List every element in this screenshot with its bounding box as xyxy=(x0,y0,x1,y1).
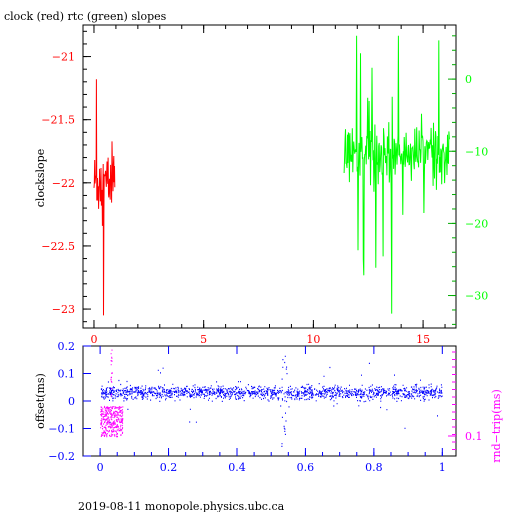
offset-left-axis: 0.2 0.1 0 −0.1 −0.2 xyxy=(48,340,91,463)
offset-panel: 0 0.2 0.4 0.6 0.8 1 0.2 0.1 0 −0.1 −0.2 0.1 offse… xyxy=(34,340,503,474)
footer-text: 2019-08-11 monopole.physics.ubc.ca xyxy=(78,500,285,512)
slopes-x-tick-label: 15 xyxy=(416,333,430,346)
slopes-x-axis: 0 5 10 15 xyxy=(90,25,446,346)
offset-x-tick-label: 0 xyxy=(97,461,104,474)
slopes-left-tick-label: −22 xyxy=(52,177,75,190)
slopes-right-tick-label: −20 xyxy=(465,217,488,230)
slopes-plot-frame xyxy=(82,24,457,329)
offset-left-tick-label: −0.2 xyxy=(48,450,75,463)
offset-x-tick-label: 0.8 xyxy=(365,461,383,474)
slopes-series xyxy=(93,35,450,316)
clock-slope-series xyxy=(93,79,116,316)
slopes-left-tick-label: −23 xyxy=(52,303,75,316)
slopes-right-tick-label: −30 xyxy=(465,290,488,303)
slopes-x-tick-label: 0 xyxy=(90,333,97,346)
slopes-left-tick-label: −21.5 xyxy=(41,114,75,127)
rnd-trip-right-axis: 0.1 xyxy=(448,351,483,450)
slopes-x-tick-label: 10 xyxy=(306,333,320,346)
chart-title: clock (red) rtc (green) slopes xyxy=(4,10,167,23)
offset-series xyxy=(100,349,443,447)
offset-left-tick-label: −0.1 xyxy=(48,423,75,436)
offset-x-tick-label: 1 xyxy=(439,461,446,474)
rnd-trip-tick-label: 0.1 xyxy=(465,430,483,443)
offset-x-tick-label: 0.6 xyxy=(297,461,315,474)
offset-x-tick-label: 0.4 xyxy=(228,461,246,474)
slopes-left-axis: −21 −21.5 −22 −22.5 −23 xyxy=(41,30,91,323)
slopes-right-axis: 0 −10 −20 −30 xyxy=(448,35,488,325)
slopes-left-tick-label: −22.5 xyxy=(41,240,75,253)
offset-left-tick-label: 0.1 xyxy=(58,368,76,381)
rnd-trip-points xyxy=(100,349,124,438)
offset-points xyxy=(100,355,443,447)
rtc-slope-series xyxy=(343,35,450,314)
slopes-x-tick-label: 5 xyxy=(200,333,207,346)
offset-y-axis-label: offset(ms) xyxy=(34,373,47,429)
slopes-left-tick-label: −21 xyxy=(52,51,75,64)
offset-left-tick-label: 0 xyxy=(68,395,75,408)
offset-x-axis: 0 0.2 0.4 0.6 0.8 1 xyxy=(97,346,446,474)
offset-x-tick-label: 0.2 xyxy=(160,461,178,474)
rnd-trip-axis-label: rnd−trip(ms) xyxy=(490,389,503,463)
slopes-y-axis-label: clockslope xyxy=(34,149,47,207)
slopes-right-tick-label: −10 xyxy=(465,145,488,158)
slopes-right-tick-label: 0 xyxy=(465,73,472,86)
offset-left-tick-label: 0.2 xyxy=(58,340,76,353)
slopes-panel: 0 5 10 15 −21 −21.5 −22 −22.5 −23 0 −10 −20 −30 cl… xyxy=(34,24,488,346)
